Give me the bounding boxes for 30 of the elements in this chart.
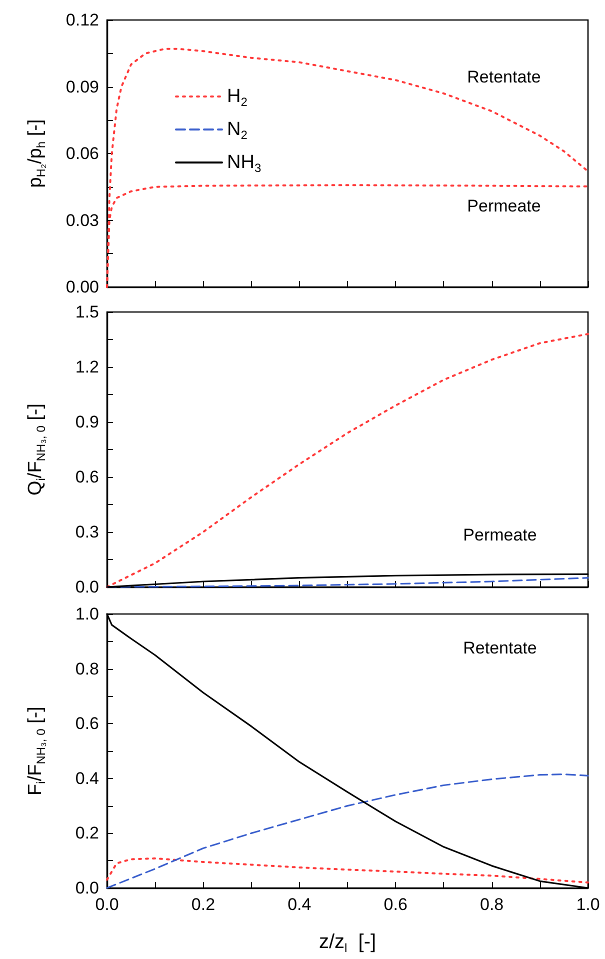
annotation: Retentate (467, 68, 541, 86)
y-axis-title: Qi/FNH₃, 0 [-] (25, 403, 48, 496)
y-tick-label: 0.0 (75, 878, 99, 898)
y-tick-label: 0.06 (66, 144, 99, 163)
x-tick-label: 0.8 (480, 895, 504, 914)
y-tick-label: 0.00 (66, 278, 99, 296)
x-tick-label: 0.0 (95, 895, 119, 914)
y-tick-label: 0.6 (75, 714, 99, 734)
x-tick-label: 0.2 (191, 895, 216, 914)
y-tick-label: 0.8 (75, 659, 99, 678)
y-tick-label: 1.2 (75, 358, 99, 376)
y-tick-label: 0.0 (75, 578, 99, 596)
y-tick-label: 0.9 (75, 412, 99, 432)
y-tick-label: 1.5 (75, 302, 99, 322)
y-tick-label: 0.2 (75, 824, 99, 843)
y-tick-label: 1.0 (75, 604, 99, 624)
annotation: Retentate (463, 638, 537, 658)
y-tick-label: 0.6 (75, 468, 99, 486)
y-axis-title: pH₂/ph [-] (25, 119, 48, 188)
x-tick-label: 0.4 (288, 895, 312, 914)
y-tick-label: 0.4 (75, 768, 99, 788)
y-axis-title: Fi/FNH₃, 0 [-] (25, 706, 48, 796)
y-tick-label: 0.3 (75, 522, 99, 542)
y-tick-label: 0.12 (66, 10, 99, 30)
x-tick-label: 0.6 (384, 895, 408, 914)
annotation: Permeate (463, 526, 537, 544)
y-tick-label: 0.03 (66, 210, 99, 230)
y-tick-label: 0.09 (66, 77, 99, 96)
annotation: Permeate (467, 196, 541, 216)
x-tick-label: 1.0 (576, 895, 600, 914)
